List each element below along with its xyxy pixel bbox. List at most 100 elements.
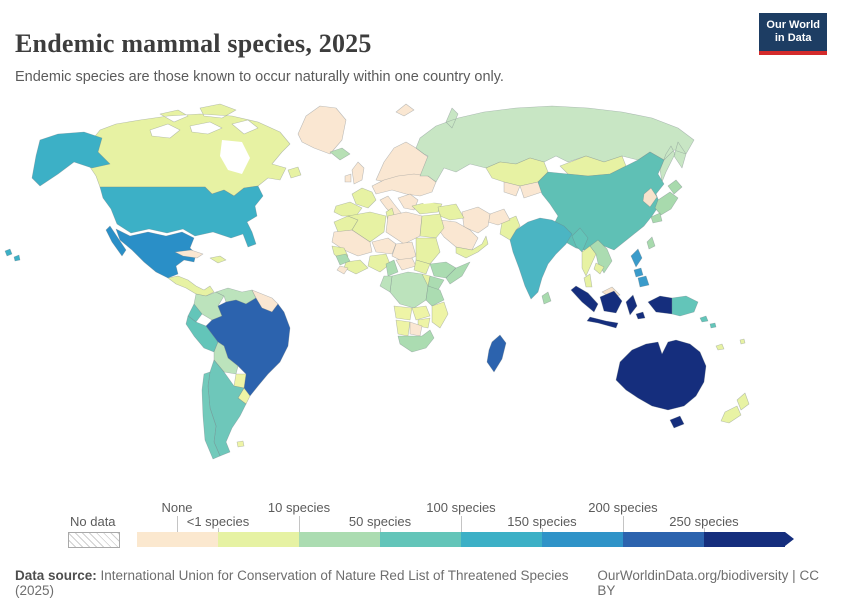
legend-tick-label: 100 species <box>426 500 496 515</box>
legend-tick-line <box>704 528 705 532</box>
country-new-caledonia[interactable] <box>715 343 725 351</box>
world-map-svg <box>4 103 750 460</box>
legend-tick-line <box>218 528 219 532</box>
footer: Data source: International Union for Con… <box>15 568 835 598</box>
country-south-africa[interactable] <box>397 329 435 353</box>
country-sierra-leone-liberia[interactable] <box>336 265 349 275</box>
legend-bin-7[interactable] <box>704 532 785 547</box>
legend-bin-2[interactable] <box>299 532 380 547</box>
country-malaysia-peninsula[interactable] <box>583 273 593 288</box>
country-madagascar[interactable] <box>486 334 507 373</box>
country-levant-iraq[interactable] <box>437 203 465 221</box>
legend-tick-line <box>461 516 462 532</box>
country-nigeria[interactable] <box>367 253 391 273</box>
country-central-europe[interactable] <box>371 173 437 197</box>
country-france[interactable] <box>351 187 377 209</box>
country-philippines[interactable] <box>630 248 650 288</box>
owid-logo-line2: in Data <box>774 32 812 45</box>
legend-color-bar <box>137 532 794 547</box>
country-fiji[interactable] <box>739 338 746 345</box>
country-myanmar[interactable] <box>571 227 589 253</box>
legend-bin-1[interactable] <box>218 532 299 547</box>
country-namibia[interactable] <box>395 319 411 337</box>
country-taiwan[interactable] <box>646 236 656 250</box>
country-egypt[interactable] <box>419 213 445 239</box>
country-cambodia[interactable] <box>593 262 605 275</box>
world-map <box>0 90 850 505</box>
country-sudan[interactable] <box>415 237 441 265</box>
legend-tick-label: 200 species <box>588 500 658 515</box>
country-new-zealand[interactable] <box>720 392 750 424</box>
no-data-swatch[interactable] <box>68 532 120 548</box>
water-overlay <box>466 183 482 205</box>
country-central-african-republic[interactable] <box>395 257 417 271</box>
country-hispaniola[interactable] <box>209 255 227 264</box>
country-solomon-islands[interactable] <box>699 315 717 329</box>
country-papua-new-guinea[interactable] <box>671 295 699 317</box>
country-india[interactable] <box>509 217 573 300</box>
country-iceland[interactable] <box>329 147 351 161</box>
country-cameroon[interactable] <box>385 259 399 277</box>
country-tanzania[interactable] <box>425 285 445 307</box>
country-mozambique[interactable] <box>431 301 449 329</box>
legend-tick-label: 50 species <box>348 514 412 529</box>
country-niger[interactable] <box>371 237 397 255</box>
country-greenland[interactable] <box>297 105 347 155</box>
country-angola[interactable] <box>393 305 413 321</box>
no-data-label: No data <box>70 514 116 529</box>
country-australia[interactable] <box>615 339 707 429</box>
legend-bin-3[interactable] <box>380 532 461 547</box>
country-somalia[interactable] <box>445 261 471 285</box>
legend-tick-line <box>623 516 624 532</box>
country-zimbabwe[interactable] <box>417 317 431 329</box>
country-mauritania-mali[interactable] <box>331 229 373 257</box>
country-congo-gabon[interactable] <box>379 275 393 293</box>
country-zambia[interactable] <box>411 305 431 321</box>
country-hawaii[interactable] <box>4 248 21 262</box>
legend-tick-line <box>380 528 381 532</box>
country-yemen-oman[interactable] <box>455 235 489 259</box>
country-dr-congo[interactable] <box>389 271 429 309</box>
owid-logo[interactable]: Our World in Data <box>759 13 827 56</box>
legend-bin-5[interactable] <box>542 532 623 547</box>
country-falkland-islands[interactable] <box>236 440 245 448</box>
country-sri-lanka[interactable] <box>541 291 552 305</box>
country-cuba[interactable] <box>174 249 204 259</box>
legend-tick-label: 250 species <box>669 514 739 529</box>
legend-bin-4[interactable] <box>461 532 542 547</box>
legend-bin-0[interactable] <box>137 532 218 547</box>
country-canada[interactable] <box>87 103 302 197</box>
legend-tick-label: None <box>161 500 193 515</box>
country-paraguay[interactable] <box>233 373 247 389</box>
page-subtitle: Endemic species are those known to occur… <box>15 68 504 85</box>
water-overlay <box>220 140 250 174</box>
legend-bin-6[interactable] <box>623 532 704 547</box>
water-overlay <box>418 194 444 204</box>
country-british-isles[interactable] <box>344 161 365 185</box>
legend-tick-label: <1 species <box>186 514 250 529</box>
country-united-states[interactable] <box>31 131 264 248</box>
country-indonesia[interactable] <box>570 285 673 329</box>
country-mexico[interactable] <box>105 225 197 279</box>
owid-logo-line1: Our World <box>766 19 820 31</box>
legend-tick-line <box>177 516 178 532</box>
footer-credit[interactable]: OurWorldinData.org/biodiversity | CC BY <box>597 568 819 598</box>
legend-tick-label: 10 species <box>267 500 331 515</box>
country-algeria[interactable] <box>347 211 387 243</box>
country-vietnam-laos[interactable] <box>589 239 613 274</box>
country-chile[interactable] <box>201 371 221 460</box>
page-title: Endemic mammal species, 2025 <box>15 29 372 59</box>
source-text: International Union for Conservation of … <box>15 568 569 598</box>
legend-tick-line <box>299 516 300 532</box>
legend-tick-label: 150 species <box>507 514 577 529</box>
map-legend: No data None <1 species 10 species 50 speci… <box>0 498 850 558</box>
country-central-america[interactable] <box>167 275 215 297</box>
legend-tick-line <box>542 528 543 532</box>
country-korea[interactable] <box>642 187 658 208</box>
country-guinea[interactable] <box>335 253 351 266</box>
footer-source: Data source: International Union for Con… <box>15 568 597 598</box>
country-china[interactable] <box>537 151 665 253</box>
country-japan[interactable] <box>650 179 683 224</box>
country-south-sudan[interactable] <box>413 259 431 275</box>
source-label: Data source: <box>15 568 97 583</box>
